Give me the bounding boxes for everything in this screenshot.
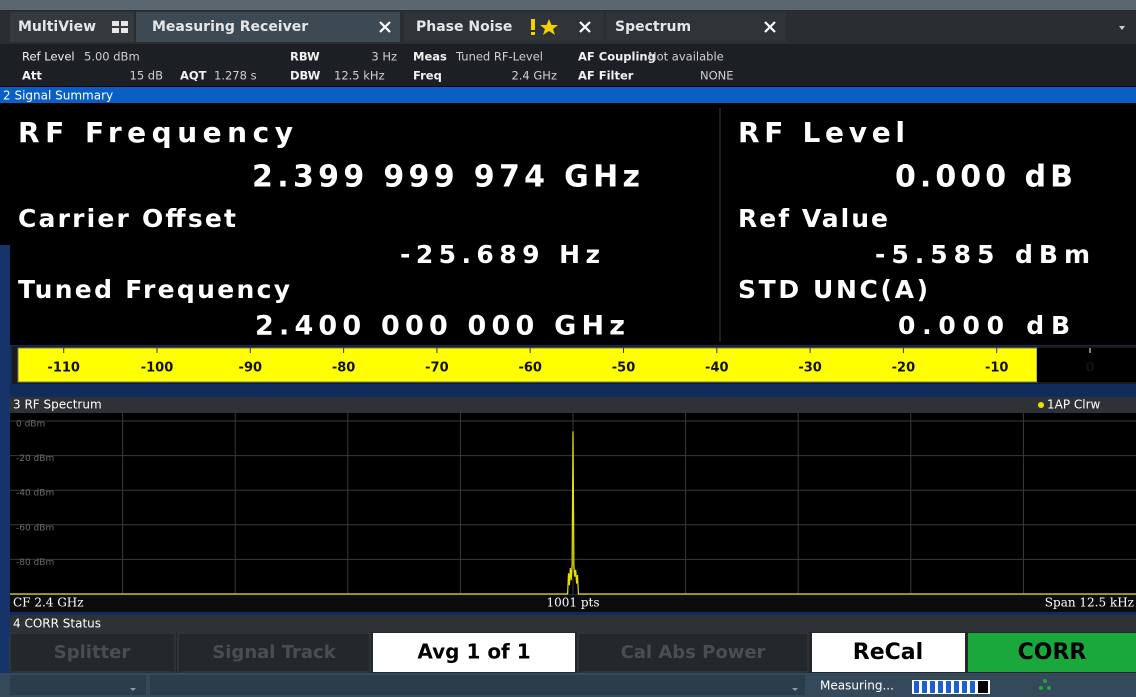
button[interactable] bbox=[577, 632, 809, 673]
legend-marker bbox=[1038, 402, 1044, 408]
setting-label: AF Filter bbox=[578, 69, 634, 83]
button-label[interactable]: Splitter bbox=[54, 642, 131, 663]
setting-value: 2.4 GHz bbox=[511, 69, 557, 83]
dropdown-icon[interactable] bbox=[792, 688, 798, 691]
summary-value: -25.689 Hz bbox=[400, 240, 600, 269]
setting-label: DBW bbox=[290, 69, 321, 83]
y-tick-label: -80 dBm bbox=[16, 558, 54, 568]
setting-value: 3 Hz bbox=[371, 50, 397, 64]
y-tick-label: 0 dBm bbox=[16, 420, 45, 430]
setting-label: AF Coupling bbox=[578, 50, 656, 64]
level-tick-label: -110 bbox=[47, 361, 80, 376]
level-tick-label: -60 bbox=[518, 361, 542, 376]
panel-header bbox=[10, 615, 1136, 632]
footer-right: Span 12.5 kHz bbox=[1045, 596, 1134, 610]
button-label[interactable]: CORR bbox=[1018, 640, 1087, 665]
trace bbox=[10, 431, 1136, 595]
tab[interactable] bbox=[404, 12, 604, 42]
button[interactable] bbox=[9, 632, 176, 673]
setting-value: Tuned RF-Level bbox=[455, 50, 543, 64]
y-tick-label: -40 dBm bbox=[16, 489, 54, 499]
star-icon bbox=[540, 19, 558, 35]
level-bar-empty bbox=[1037, 348, 1136, 382]
footer-center: 1001 pts bbox=[546, 596, 599, 610]
setting-value: 12.5 kHz bbox=[334, 69, 385, 83]
setting-label: Meas bbox=[413, 50, 447, 64]
status-message: Measuring... bbox=[820, 679, 894, 693]
tab[interactable] bbox=[10, 12, 134, 42]
close-icon[interactable] bbox=[379, 21, 391, 33]
tab-label[interactable]: Phase Noise bbox=[416, 19, 512, 35]
level-tick-label: -10 bbox=[985, 361, 1009, 376]
level-tick-label: -90 bbox=[239, 361, 263, 376]
level-tick-label: -80 bbox=[332, 361, 356, 376]
dropdown-icon[interactable] bbox=[130, 688, 136, 691]
setting-label: Freq bbox=[413, 69, 442, 83]
button[interactable] bbox=[812, 633, 965, 672]
setting-label: Att bbox=[22, 69, 42, 83]
setting-value: 1.278 s bbox=[214, 69, 257, 83]
setting-label: Ref Level bbox=[22, 50, 75, 64]
setting-value: NONE bbox=[700, 69, 734, 83]
settings-panel bbox=[0, 44, 1136, 86]
panel-header bbox=[10, 397, 1136, 413]
dropdown[interactable] bbox=[150, 675, 805, 695]
level-tick-label: -20 bbox=[892, 361, 916, 376]
level-tick-label: -70 bbox=[425, 361, 449, 376]
multiview-icon bbox=[112, 21, 128, 33]
network-icon bbox=[1039, 679, 1051, 690]
close-icon[interactable] bbox=[764, 21, 776, 33]
level-tick-label: -40 bbox=[705, 361, 729, 376]
setting-value: 5.00 dBm bbox=[84, 50, 140, 64]
summary-label: STD UNC(A) bbox=[738, 275, 928, 304]
panel-title: 4 CORR Status bbox=[13, 617, 101, 631]
warning-icon bbox=[531, 32, 535, 35]
setting-label: RBW bbox=[290, 50, 320, 64]
summary-value: 2.400 000 000 GHz bbox=[255, 311, 625, 342]
background-window bbox=[0, 245, 10, 697]
warning-icon bbox=[531, 19, 535, 30]
summary-label: RF Frequency bbox=[18, 116, 293, 149]
summary-label: Tuned Frequency bbox=[18, 275, 290, 304]
summary-label: Ref Value bbox=[738, 204, 888, 233]
legend-label: 1AP Clrw bbox=[1047, 398, 1101, 412]
dropdown[interactable] bbox=[10, 675, 146, 695]
tab-label[interactable]: MultiView bbox=[18, 19, 96, 35]
panel-title: 2 Signal Summary bbox=[3, 89, 113, 103]
button[interactable] bbox=[373, 633, 575, 672]
level-tick-label: -100 bbox=[141, 361, 174, 376]
summary-value: 2.399 999 974 GHz bbox=[252, 160, 640, 195]
summary-value: -5.585 dBm bbox=[875, 240, 1090, 269]
setting-label: AQT bbox=[180, 69, 207, 83]
level-tick-label: -30 bbox=[798, 361, 822, 376]
summary-panel bbox=[0, 103, 1136, 345]
setting-value: 15 dB bbox=[130, 69, 164, 83]
panel-header bbox=[0, 87, 1136, 103]
button-label[interactable]: ReCal bbox=[853, 640, 923, 665]
tab-active[interactable] bbox=[136, 12, 400, 42]
level-bar bbox=[17, 347, 1038, 383]
window-frame bbox=[0, 0, 1136, 10]
level-tick-label: 0 bbox=[1085, 361, 1094, 376]
level-tick-label: -50 bbox=[612, 361, 636, 376]
button[interactable] bbox=[968, 633, 1136, 672]
footer-left: CF 2.4 GHz bbox=[13, 596, 84, 610]
button-label[interactable]: Signal Track bbox=[212, 642, 336, 663]
panel-title: 3 RF Spectrum bbox=[13, 398, 102, 412]
dropdown-icon[interactable] bbox=[1119, 26, 1125, 30]
button-label[interactable]: Cal Abs Power bbox=[621, 642, 766, 663]
tab[interactable] bbox=[606, 12, 786, 42]
button-label[interactable]: Avg 1 of 1 bbox=[417, 640, 530, 664]
setting-value: Not available bbox=[648, 50, 724, 64]
button[interactable] bbox=[177, 632, 371, 673]
summary-label: Carrier Offset bbox=[18, 204, 236, 233]
close-icon[interactable] bbox=[579, 21, 591, 33]
tab-label[interactable]: Measuring Receiver bbox=[152, 19, 308, 35]
plot-footer bbox=[10, 595, 1136, 612]
tab-label[interactable]: Spectrum bbox=[615, 19, 691, 35]
progress-bar bbox=[912, 680, 990, 694]
y-tick-label: -60 dBm bbox=[16, 523, 54, 533]
y-tick-label: -20 dBm bbox=[16, 454, 54, 464]
